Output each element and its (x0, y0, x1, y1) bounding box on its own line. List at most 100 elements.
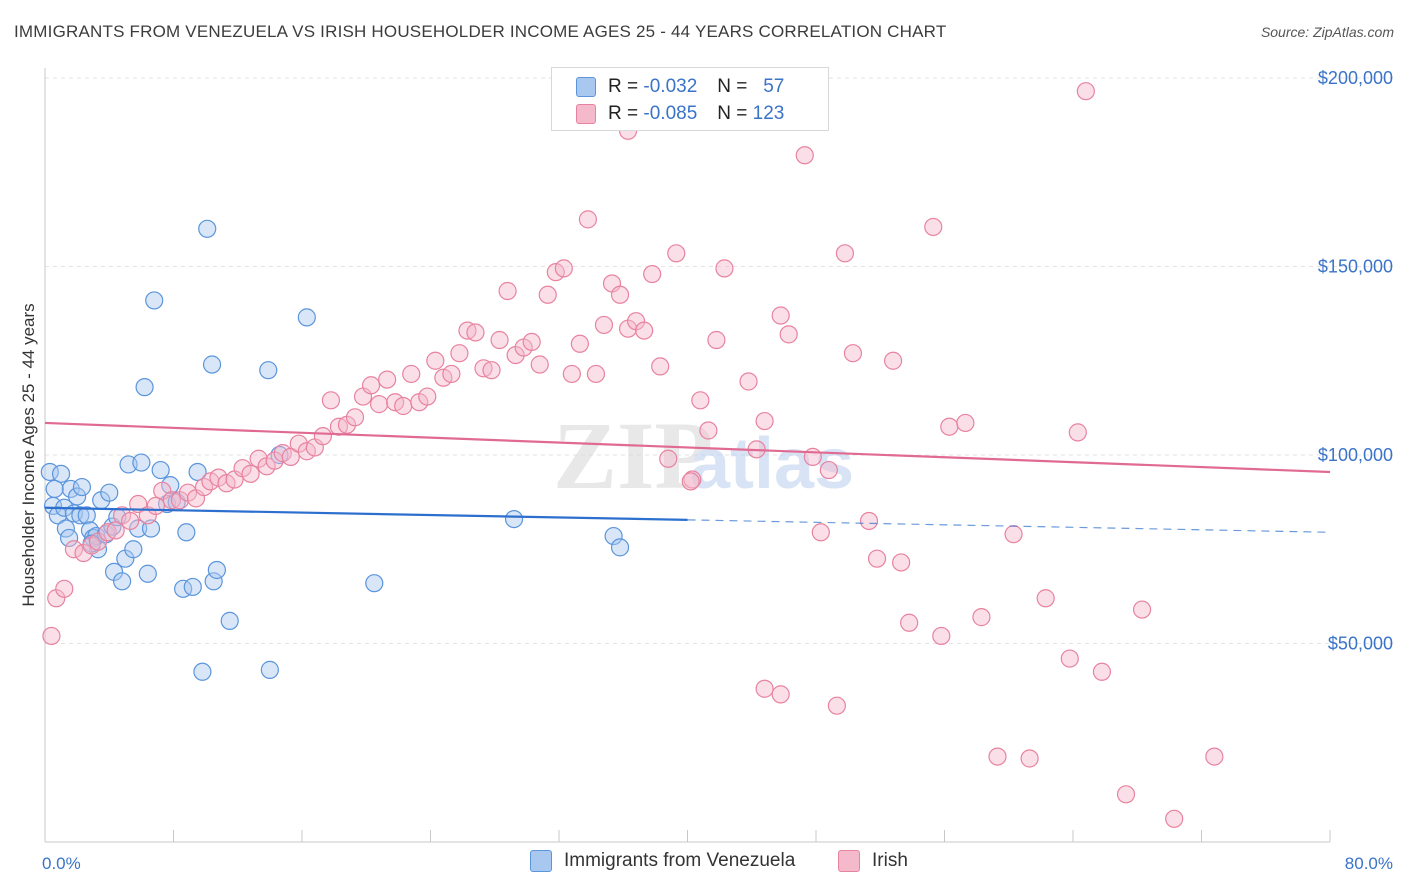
y-tick-label: $150,000 (1318, 257, 1393, 277)
irish-point (819, 460, 838, 480)
venezuela-point (151, 460, 170, 480)
irish-point (988, 747, 1007, 766)
irish-point (64, 540, 84, 559)
irish-trend-line (44, 421, 1331, 474)
irish-point (88, 532, 108, 551)
irish-point (121, 511, 140, 531)
legend-item-venezuela[interactable]: Immigrants from Venezuela (530, 850, 795, 872)
venezuela-point (198, 219, 217, 238)
legend-swatch-venezuela (530, 850, 552, 872)
irish-point (361, 376, 381, 395)
y-tick-label: $50,000 (1328, 634, 1393, 654)
irish-point (1076, 82, 1095, 101)
trend-lines (44, 421, 1331, 533)
irish-point (1116, 785, 1136, 804)
irish-point (610, 285, 630, 304)
irish-point (755, 411, 774, 431)
venezuela-point (45, 479, 64, 499)
stats-swatch-venezuela (576, 77, 596, 97)
irish-point (715, 259, 734, 278)
irish-point (345, 408, 365, 427)
irish-point (771, 306, 790, 325)
irish-point (859, 511, 879, 531)
venezuela-point (132, 453, 151, 472)
irish-point (940, 417, 959, 436)
venezuela-point (604, 526, 623, 546)
irish-point (779, 325, 798, 344)
venezuela-point (48, 506, 67, 525)
venezuela-trend-line (44, 506, 688, 521)
irish-point (530, 355, 549, 374)
irish-point (241, 464, 260, 483)
venezuela-point (138, 564, 157, 583)
chart-title: IMMIGRANTS FROM VENEZUELA VS IRISH HOUSE… (14, 22, 947, 41)
axes (44, 68, 1331, 843)
venezuela-point (365, 574, 384, 593)
r-value: -0.085 (643, 103, 698, 124)
irish-point (594, 315, 614, 335)
venezuela-point (124, 540, 143, 559)
irish-point (450, 344, 469, 363)
venezuela-point (193, 662, 212, 681)
irish-point (1060, 649, 1079, 668)
irish-point (1068, 423, 1087, 442)
irish-point (1020, 749, 1039, 768)
venezuela-point (504, 509, 524, 529)
irish-point (321, 391, 341, 410)
irish-point (442, 364, 461, 384)
irish-point (42, 626, 61, 646)
irish-point (106, 521, 125, 540)
data-points (40, 82, 1224, 828)
irish-point (892, 553, 911, 572)
irish-point (1205, 747, 1224, 766)
n-value: 57 (763, 76, 785, 97)
irish-point (771, 685, 790, 704)
irish-point (498, 281, 517, 301)
irish-point (795, 146, 814, 165)
irish-point (418, 387, 437, 406)
irish-point (867, 549, 887, 568)
n-value: 123 (752, 103, 785, 124)
venezuela-point (207, 560, 226, 580)
irish-point (522, 332, 541, 351)
legend-item-irish[interactable]: Irish (838, 850, 908, 872)
venezuela-point (77, 506, 96, 525)
y-tick-label: $200,000 (1318, 68, 1393, 88)
irish-point (667, 244, 686, 263)
irish-point (1004, 525, 1023, 544)
irish-point (153, 481, 172, 500)
venezuela-point (202, 355, 222, 374)
venezuela-point (135, 378, 154, 397)
irish-point (1092, 662, 1112, 681)
venezuela-point (40, 462, 59, 482)
irish-point (281, 447, 300, 466)
n-label: N = (717, 103, 748, 124)
venezuela-point (145, 291, 164, 310)
venezuela-point (177, 523, 196, 542)
grid-lines (45, 77, 1395, 644)
irish-point (586, 364, 606, 384)
irish-point (835, 244, 855, 263)
irish-point (827, 696, 846, 715)
source-label: Source: ZipAtlas.com (1260, 24, 1394, 40)
irish-point (482, 361, 501, 380)
venezuela-point (188, 462, 207, 482)
irish-point (843, 344, 863, 363)
venezuela-trend-extension (687, 519, 1331, 533)
y-tick-labels: $50,000 $100,000 $150,000 $200,000 (1318, 68, 1393, 654)
irish-point (699, 421, 718, 440)
stats-swatch-irish (576, 104, 596, 124)
venezuela-point (204, 572, 223, 591)
irish-point (659, 449, 678, 468)
irish-point (1132, 600, 1152, 619)
venezuela-point (72, 477, 92, 497)
n-label: N = (717, 76, 748, 97)
irish-point (1165, 809, 1184, 828)
irish-point (578, 210, 598, 229)
irish-point (554, 259, 573, 278)
irish-point (643, 264, 662, 284)
venezuela-point (59, 528, 79, 548)
irish-point (466, 323, 485, 342)
legend-swatch-irish (838, 850, 860, 872)
